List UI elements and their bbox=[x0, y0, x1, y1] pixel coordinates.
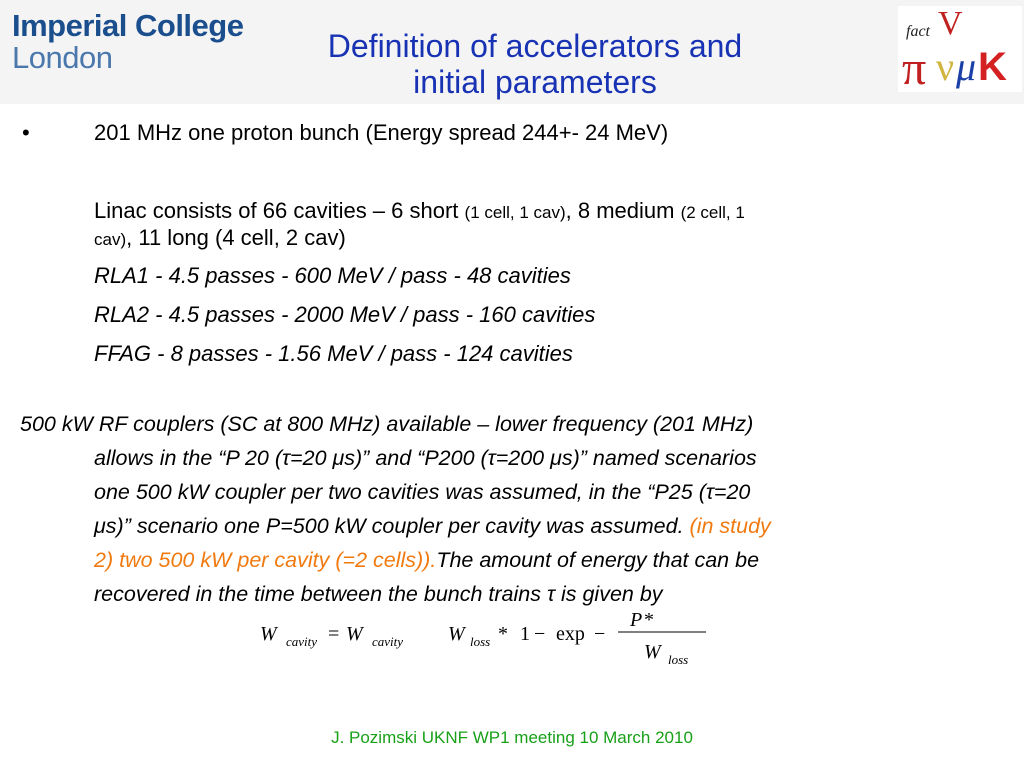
svg-text:μ: μ bbox=[955, 44, 976, 89]
eq-sub-loss-2: loss bbox=[668, 652, 688, 667]
linac-line-1: Linac consists of 66 cavities – 6 short … bbox=[94, 198, 745, 226]
title-line-2: initial parameters bbox=[413, 64, 657, 100]
linac-text-d: (2 cell, 1 bbox=[680, 203, 745, 222]
logo-line-1: Imperial College bbox=[12, 8, 244, 43]
svg-text:π: π bbox=[902, 42, 926, 92]
para-line-5: 2) two 500 kW per cavity (=2 cells)).The… bbox=[20, 543, 1005, 577]
eq-minus-1: − bbox=[534, 623, 545, 645]
footer: J. Pozimski UKNF WP1 meeting 10 March 20… bbox=[331, 728, 693, 747]
svg-text:V: V bbox=[938, 6, 963, 42]
eq-minus-2: − bbox=[594, 623, 605, 645]
header-band bbox=[0, 0, 1024, 104]
eq-w-1: W bbox=[260, 623, 279, 645]
para-line-4-text: μs)” scenario one P=500 kW coupler per c… bbox=[94, 514, 690, 538]
eq-one: 1 bbox=[520, 623, 530, 645]
bullet-marker: • bbox=[22, 120, 30, 145]
linac-text-c: , 8 medium bbox=[565, 198, 681, 223]
study-note-part-1: (in study bbox=[689, 514, 771, 538]
bunch-line: 201 MHz one proton bunch (Energy spread … bbox=[94, 120, 669, 145]
rla1-line: RLA1 - 4.5 passes - 600 MeV / pass - 48 … bbox=[94, 263, 571, 288]
study-note-part-2: 2) two 500 kW per cavity (=2 cells)). bbox=[94, 548, 437, 572]
eq-equals: = bbox=[328, 623, 339, 645]
para-line-4: μs)” scenario one P=500 kW coupler per c… bbox=[20, 509, 1005, 543]
energy-equation: W cavity = W cavity W loss * 1 − exp − P… bbox=[260, 612, 706, 667]
title-line-1: Definition of accelerators and bbox=[327, 28, 743, 64]
linac-text-a: Linac consists of 66 cavities – 6 short bbox=[94, 198, 465, 223]
eq-w-4: W bbox=[644, 641, 663, 663]
rla2-line: RLA2 - 4.5 passes - 2000 MeV / pass - 16… bbox=[94, 302, 596, 327]
svg-text:K: K bbox=[978, 45, 1007, 89]
linac-text-f: , 11 long (4 cell, 2 cav) bbox=[126, 225, 346, 250]
logo-line-2: London bbox=[12, 40, 113, 75]
slide-title: Definition of accelerators and initial p… bbox=[250, 28, 820, 100]
imperial-college-logo: Imperial College London bbox=[12, 8, 244, 75]
eq-exp: exp bbox=[556, 623, 585, 645]
eq-sub-loss-1: loss bbox=[470, 634, 490, 649]
rf-coupler-paragraph: 500 kW RF couplers (SC at 800 MHz) avail… bbox=[20, 407, 1005, 611]
linac-line-2: cav), 11 long (4 cell, 2 cav) bbox=[94, 225, 346, 253]
eq-star-2: * bbox=[644, 612, 654, 631]
para-line-5-text: The amount of energy that can be bbox=[436, 548, 760, 572]
ffag-line: FFAG - 8 passes - 1.56 MeV / pass - 124 … bbox=[94, 341, 573, 366]
svg-text:fact: fact bbox=[906, 23, 931, 40]
para-line-6: recovered in the time between the bunch … bbox=[94, 582, 663, 606]
para-line-3: one 500 kW coupler per two cavities was … bbox=[94, 480, 751, 504]
eq-star-1: * bbox=[498, 623, 508, 645]
eq-sub-cavity-2: cavity bbox=[372, 634, 403, 649]
linac-text-e: cav) bbox=[94, 230, 127, 249]
eq-w-2: W bbox=[346, 623, 365, 645]
eq-sub-cavity-1: cavity bbox=[286, 634, 317, 649]
svg-text:ν: ν bbox=[936, 44, 954, 89]
para-line-2: allows in the “P 20 (τ=20 μs)” and “P200… bbox=[94, 446, 757, 470]
linac-text-b: (1 cell, 1 cav) bbox=[464, 203, 566, 222]
eq-p: P bbox=[629, 612, 642, 631]
para-line-1: 500 kW RF couplers (SC at 800 MHz) avail… bbox=[20, 412, 754, 436]
eq-w-3: W bbox=[448, 623, 467, 645]
fact-unuk-logo-icon: fact V π ν μ K bbox=[898, 6, 1022, 92]
